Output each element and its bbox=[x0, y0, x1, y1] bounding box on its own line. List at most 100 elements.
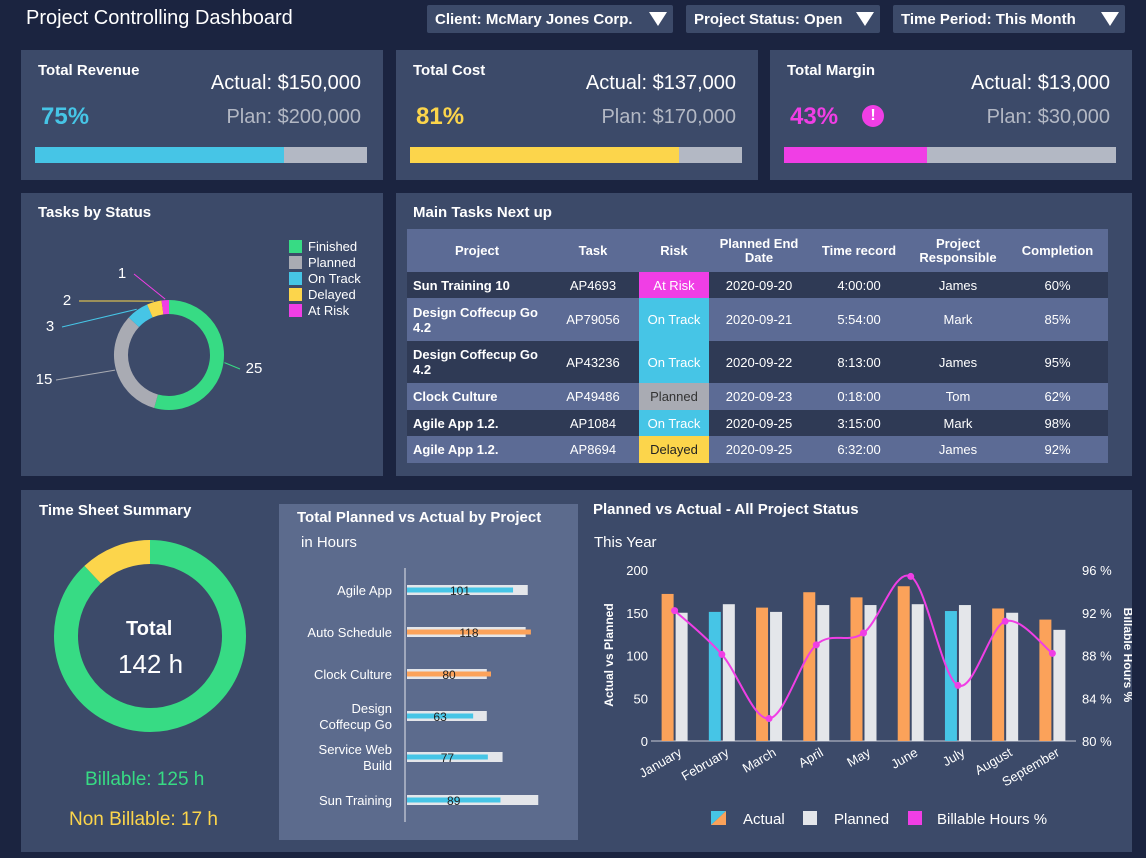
cell-responsible: Mark bbox=[909, 298, 1007, 341]
tasks-by-status-donut-chart: 25 15 32 1 bbox=[36, 265, 263, 410]
y-tick-label: 50 bbox=[634, 691, 648, 706]
cell-end-date: 2020-09-22 bbox=[709, 341, 809, 383]
y2-tick-label: 80 % bbox=[1082, 734, 1112, 749]
page-title: Project Controlling Dashboard bbox=[26, 7, 293, 29]
column-header[interactable]: Project bbox=[407, 229, 547, 272]
billable-hours-point bbox=[1001, 617, 1009, 625]
bar-data-label: 80 bbox=[442, 668, 456, 682]
cell-completion: 85% bbox=[1007, 298, 1108, 341]
donut-data-label: 3 bbox=[46, 318, 54, 335]
leader-line bbox=[133, 273, 166, 300]
y-tick-label: 150 bbox=[626, 606, 648, 621]
cell-risk: At Risk bbox=[639, 272, 709, 298]
chevron-down-icon bbox=[856, 12, 874, 26]
cell-completion: 92% bbox=[1007, 436, 1108, 463]
bar-actual bbox=[407, 797, 501, 803]
cell-risk: Delayed bbox=[639, 436, 709, 463]
legend-item: Planned bbox=[289, 255, 356, 270]
legend-label: Finished bbox=[308, 239, 358, 254]
cell-time-record: 8:13:00 bbox=[809, 341, 909, 383]
category-label: Coffecup Go bbox=[319, 717, 392, 732]
billable-hours-point bbox=[860, 629, 867, 637]
bar-planned bbox=[722, 604, 735, 741]
kpi-progress-bar bbox=[35, 147, 367, 163]
legend-swatch bbox=[289, 304, 302, 317]
chevron-down-icon bbox=[1101, 12, 1119, 26]
bar-actual bbox=[850, 597, 863, 741]
legend-item: Finished bbox=[289, 239, 357, 254]
category-label: Service Web bbox=[319, 742, 392, 757]
cell-time-record: 4:00:00 bbox=[809, 272, 909, 298]
cell-end-date: 2020-09-21 bbox=[709, 298, 809, 341]
category-label: Sun Training bbox=[319, 793, 392, 808]
legend-label: At Risk bbox=[308, 303, 350, 318]
billable-hours-point bbox=[812, 641, 820, 649]
cell-task: AP4693 bbox=[547, 272, 639, 298]
donut-slice-non-billable bbox=[84, 540, 151, 584]
leader-line bbox=[55, 369, 116, 381]
time-sheet-donut-chart bbox=[54, 540, 246, 732]
cell-completion: 98% bbox=[1007, 410, 1108, 436]
kpi-percent: 75% bbox=[41, 103, 90, 130]
cell-project: Agile App 1.2. bbox=[407, 436, 547, 463]
cell-end-date: 2020-09-20 bbox=[709, 272, 809, 298]
column-header[interactable]: Time record bbox=[809, 229, 909, 272]
kpi-plan: Plan: $30,000 bbox=[986, 106, 1110, 128]
kpi-percent: 43% bbox=[790, 103, 839, 130]
category-label: Agile App bbox=[337, 583, 392, 598]
table-row[interactable]: Agile App 1.2. AP1084 On Track 2020-09-25 3:… bbox=[407, 410, 1108, 436]
x-tick-label: February bbox=[679, 744, 732, 783]
donut-data-label: 15 bbox=[36, 371, 53, 388]
cell-responsible: Tom bbox=[909, 383, 1007, 410]
chevron-down-icon bbox=[649, 12, 667, 26]
exclamation-circle-icon: ! bbox=[862, 105, 884, 127]
project-status-filter-label: Project Status: Open bbox=[694, 11, 843, 28]
legend-label: Planned bbox=[308, 255, 356, 270]
bar-actual bbox=[407, 587, 514, 593]
table-row[interactable]: Clock Culture AP49486 Planned 2020-09-23 0:1… bbox=[407, 383, 1108, 410]
kpi-progress-fill bbox=[784, 147, 927, 163]
bar-planned bbox=[864, 605, 877, 741]
cell-risk: Planned bbox=[639, 383, 709, 410]
kpi-progress-bar bbox=[410, 147, 742, 163]
bar-data-label: 118 bbox=[459, 626, 478, 640]
cell-task: AP1084 bbox=[547, 410, 639, 436]
cell-end-date: 2020-09-25 bbox=[709, 410, 809, 436]
column-header[interactable]: Risk bbox=[639, 229, 709, 272]
section-title: Main Tasks Next up bbox=[413, 204, 552, 221]
table-row[interactable]: Agile App 1.2. AP8694 Delayed 2020-09-25 6:3… bbox=[407, 436, 1108, 463]
cell-project: Sun Training 10 bbox=[407, 272, 547, 298]
non-billable-hours: Non Billable: 17 h bbox=[69, 809, 218, 830]
column-header[interactable]: Task bbox=[547, 229, 639, 272]
table-row[interactable]: Design Coffecup Go 4.2 AP79056 On Track 202… bbox=[407, 298, 1108, 341]
legend-item: Delayed bbox=[289, 287, 356, 302]
cell-end-date: 2020-09-23 bbox=[709, 383, 809, 410]
kpi-title: Total Cost bbox=[413, 62, 486, 79]
billable-hours-point bbox=[671, 607, 679, 615]
donut-slice-on-track bbox=[128, 304, 153, 328]
time-sheet-total-label: Total bbox=[126, 618, 173, 640]
project-status-filter-dropdown[interactable]: Project Status: Open bbox=[686, 5, 880, 33]
donut-data-label: 25 bbox=[246, 360, 263, 377]
chart-subtitle: in Hours bbox=[301, 534, 357, 551]
table-row[interactable]: Sun Training 10 AP4693 At Risk 2020-09-20 4:… bbox=[407, 272, 1108, 298]
cell-task: AP43236 bbox=[547, 341, 639, 383]
legend-item: On Track bbox=[289, 271, 361, 286]
y2-tick-label: 84 % bbox=[1082, 691, 1112, 706]
x-tick-label: January bbox=[637, 744, 685, 780]
time-period-filter-dropdown[interactable]: Time Period: This Month bbox=[893, 5, 1125, 33]
kpi-progress-bar bbox=[784, 147, 1116, 163]
bar-actual bbox=[407, 671, 491, 677]
chart-title: Total Planned vs Actual by Project bbox=[297, 509, 542, 526]
client-filter-dropdown[interactable]: Client: McMary Jones Corp. bbox=[427, 5, 673, 33]
table-row[interactable]: Design Coffecup Go 4.2 AP43236 On Track 202… bbox=[407, 341, 1108, 383]
bar-actual bbox=[407, 754, 488, 760]
cell-responsible: James bbox=[909, 436, 1007, 463]
column-header[interactable]: Completion bbox=[1007, 229, 1108, 272]
legend-label: Billable Hours % bbox=[937, 811, 1047, 828]
bar-actual bbox=[407, 629, 531, 635]
column-header[interactable]: Planned End Date bbox=[709, 229, 809, 272]
bottom-panel: Time Sheet Summary Total 142 h Billable:… bbox=[21, 490, 1132, 852]
column-header[interactable]: Project Responsible bbox=[909, 229, 1007, 272]
billable-hours-point bbox=[907, 572, 915, 580]
